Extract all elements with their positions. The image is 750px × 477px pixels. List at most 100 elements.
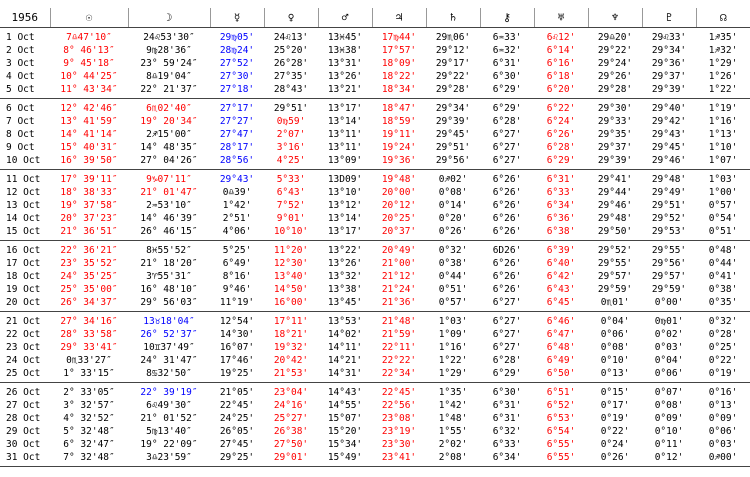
position-cell: 5° 32'48″ (63, 426, 115, 437)
position-cell: 13♉18'04″ (143, 316, 195, 327)
position-cell: 23°19' (381, 426, 417, 437)
position-cell: 27°17' (219, 103, 255, 114)
position-cell: 21° 36'51″ (60, 226, 118, 237)
position-cell: 29♏06' (435, 32, 471, 43)
position-cell: 0°44' (708, 258, 738, 269)
column-header: ♃ (371, 8, 426, 28)
position-cell: 0°10' (600, 355, 630, 366)
position-cell: 29°45' (435, 129, 471, 140)
position-cell: 0°26' (438, 226, 468, 237)
position-cell: 6°32' (492, 426, 522, 437)
position-cell: 9♑07'11″ (146, 174, 192, 185)
table-row: 27 Oct 3° 32'57″ 6♌49'30″ 22°45' 24°16' 14°55… (0, 399, 750, 412)
date-cell: 22 Oct (6, 329, 41, 340)
position-cell: 29°44' (597, 187, 633, 198)
position-cell: 29°56' (651, 258, 687, 269)
position-cell: 28°56' (219, 155, 255, 166)
position-cell: 29°42' (651, 116, 687, 127)
position-cell: 1°03' (708, 174, 738, 185)
row-group: 16 Oct 22° 36'21″ 8♓55'52″ 5°25' 11°20' 13°22… (0, 241, 750, 312)
position-cell: 17°57' (381, 45, 417, 56)
position-cell: 0°51' (708, 226, 738, 237)
position-cell: 29°57' (597, 271, 633, 282)
position-cell: 29°51' (273, 103, 309, 114)
position-cell: 6°18' (546, 71, 576, 82)
row-group: 21 Oct 27° 34'16″ 13♉18'04″ 12°54' 17°11' 13°… (0, 312, 750, 383)
date-cell: 1 Oct (6, 32, 35, 43)
date-cell: 27 Oct (6, 400, 41, 411)
position-cell: 18°59' (381, 116, 417, 127)
position-cell: 2° 33'05″ (63, 387, 115, 398)
position-cell: 6°55' (546, 439, 576, 450)
position-cell: 21°05' (219, 387, 255, 398)
position-cell: 20°12' (381, 200, 417, 211)
position-cell: 29°46' (651, 155, 687, 166)
position-cell: 1°48' (438, 413, 468, 424)
position-cell: 15°49' (327, 452, 363, 463)
position-cell: 10° 44'25″ (60, 71, 118, 82)
position-cell: 4°06' (222, 226, 252, 237)
position-cell: 2°08' (438, 452, 468, 463)
position-cell: 29°59' (597, 284, 633, 295)
position-cell: 6♒33' (492, 32, 522, 43)
position-cell: 14° 41'14″ (60, 129, 118, 140)
position-cell: 29° 56'03″ (140, 297, 198, 308)
table-row: 19 Oct 25° 35'00″ 16° 48'10″ 9°46' 14°50' 13°… (0, 283, 750, 296)
position-cell: 14°02' (327, 329, 363, 340)
row-group: 1 Oct 7♎47'10″ 24♌53'30″ 29♍05' 24♌13' 13♓45'… (0, 28, 750, 99)
position-cell: 0°41' (708, 271, 738, 282)
position-cell: 29°52' (651, 213, 687, 224)
position-cell: 6°40' (546, 258, 576, 269)
position-cell: 29°53' (651, 226, 687, 237)
position-cell: 8° 46'13″ (63, 45, 115, 56)
position-cell: 13♓45' (327, 32, 363, 43)
position-cell: 17♍44' (381, 32, 417, 43)
position-cell: 12°54' (219, 316, 255, 327)
position-cell: 0°24' (600, 439, 630, 450)
position-cell: 14° 46'39″ (140, 213, 198, 224)
position-cell: 13°09' (327, 155, 363, 166)
column-header: ♀ (263, 8, 318, 28)
table-row: 4 Oct 10° 44'25″ 8♎19'04″ 27°30' 27°35' 13°26… (0, 70, 750, 83)
position-cell: 6♒32' (492, 45, 522, 56)
position-cell: 0°09' (654, 413, 684, 424)
table-row: 12 Oct 18° 38'33″ 21° 01'47″ 0♎39' 6°43' 13°1… (0, 186, 750, 199)
position-cell: 6°34' (546, 200, 576, 211)
position-cell: 29°39' (435, 116, 471, 127)
position-cell: 29°49' (651, 187, 687, 198)
position-cell: 6°27' (492, 142, 522, 153)
position-cell: 24♌53'30″ (143, 32, 195, 43)
date-cell: 12 Oct (6, 187, 41, 198)
position-cell: 13°22' (327, 245, 363, 256)
position-cell: 6°45' (546, 297, 576, 308)
table-row: 3 Oct 9° 45'18″ 23° 59'24″ 27°52' 26°28' 13°3… (0, 57, 750, 70)
position-cell: 21° 01'47″ (140, 187, 198, 198)
position-cell: 0°17' (600, 400, 630, 411)
position-cell: 21°24' (381, 284, 417, 295)
position-cell: 29°28' (597, 84, 633, 95)
position-cell: 13°17' (327, 226, 363, 237)
position-cell: 29°41' (597, 174, 633, 185)
position-cell: 6°39' (546, 245, 576, 256)
position-cell: 6°29' (492, 103, 522, 114)
position-cell: 14°55' (327, 400, 363, 411)
position-cell: 6°46' (546, 316, 576, 327)
position-cell: 22°11' (381, 342, 417, 353)
position-cell: 0°44' (438, 271, 468, 282)
position-cell: 6°49' (222, 258, 252, 269)
position-cell: 7° 32'48″ (63, 452, 115, 463)
date-cell: 11 Oct (6, 174, 41, 185)
position-cell: 0°00' (654, 297, 684, 308)
position-cell: 6°26' (546, 129, 576, 140)
column-header: ☉ (49, 8, 128, 28)
position-cell: 6°34' (492, 452, 522, 463)
position-cell: 15°34' (327, 439, 363, 450)
position-cell: 16° 39'50″ (60, 155, 118, 166)
position-cell: 26°38' (273, 426, 309, 437)
position-cell: 6°38' (546, 226, 576, 237)
position-cell: 0°13' (600, 368, 630, 379)
position-cell: 6°26' (492, 200, 522, 211)
position-cell: 26° 52'37″ (140, 329, 198, 340)
table-row: 18 Oct 24° 35'25″ 3♈55'31″ 8°16' 13°40' 13°32… (0, 270, 750, 283)
position-cell: 29°40' (651, 103, 687, 114)
